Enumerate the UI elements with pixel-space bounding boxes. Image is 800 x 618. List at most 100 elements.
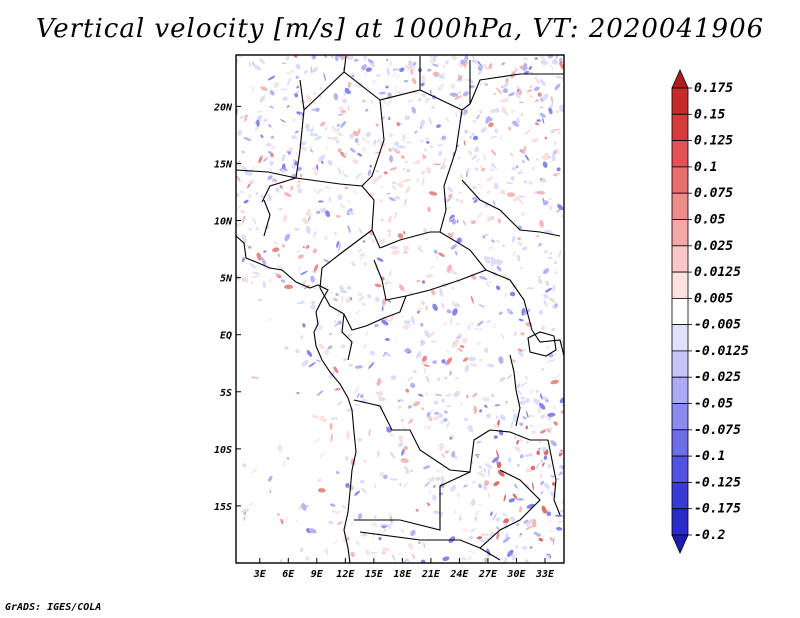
- field-patch: [424, 99, 430, 104]
- field-patch: [410, 469, 413, 472]
- field-patch: [536, 119, 541, 122]
- field-patch: [420, 322, 424, 327]
- field-patch: [493, 200, 496, 206]
- field-patch: [488, 281, 491, 284]
- field-patch: [354, 386, 359, 395]
- field-patch: [341, 295, 343, 302]
- field-patch: [257, 115, 263, 120]
- field-patch: [441, 398, 446, 403]
- field-patch: [494, 404, 501, 407]
- field-patch: [552, 304, 556, 308]
- field-patch: [544, 152, 549, 158]
- field-patch: [316, 479, 323, 482]
- field-patch: [372, 239, 376, 243]
- field-patch: [549, 204, 552, 211]
- border-8: [373, 259, 533, 331]
- field-patch: [520, 381, 528, 388]
- field-patch: [512, 251, 516, 257]
- field-patch: [255, 192, 259, 195]
- field-patch: [439, 165, 447, 170]
- field-patch: [424, 481, 430, 487]
- field-patch: [469, 136, 472, 139]
- field-patch: [538, 243, 542, 247]
- field-patch: [439, 72, 446, 77]
- field-patch: [552, 405, 556, 410]
- field-patch: [518, 400, 526, 406]
- field-patch: [541, 368, 545, 371]
- field-patch: [543, 61, 549, 66]
- field-patch: [293, 55, 298, 58]
- colorbar-label: -0.1: [694, 449, 725, 464]
- field-patch: [435, 476, 441, 482]
- field-patch: [502, 244, 506, 248]
- field-patch: [541, 446, 547, 452]
- y-tick-label: 10N: [214, 217, 233, 228]
- field-patch: [444, 450, 450, 454]
- field-patch: [425, 305, 428, 311]
- field-patch: [238, 160, 241, 163]
- field-patch: [400, 528, 405, 533]
- field-patch: [547, 412, 556, 417]
- field-patch: [381, 98, 387, 105]
- field-patch: [475, 158, 480, 163]
- field-patch: [476, 114, 480, 120]
- field-patch: [488, 122, 494, 128]
- field-patch: [489, 482, 497, 488]
- field-patch: [270, 153, 274, 158]
- field-patch: [488, 63, 493, 70]
- colorbar-box: [671, 113, 689, 142]
- field-patch: [337, 401, 343, 406]
- field-patch: [479, 359, 483, 361]
- field-patch: [540, 429, 546, 434]
- field-patch: [387, 523, 392, 529]
- field-patch: [528, 180, 533, 185]
- field-patch: [362, 302, 366, 306]
- field-patch: [556, 478, 560, 480]
- field-patch: [546, 428, 551, 433]
- field-patch: [454, 510, 457, 514]
- field-patch: [387, 299, 391, 303]
- field-patch: [329, 503, 336, 507]
- field-patch: [285, 95, 289, 101]
- border-9: [319, 287, 407, 331]
- field-patch: [292, 118, 296, 122]
- field-patch: [543, 455, 548, 460]
- field-patch: [514, 331, 517, 336]
- field-patch: [311, 167, 318, 171]
- field-patch: [425, 393, 428, 396]
- field-patch: [334, 320, 337, 323]
- field-patch: [241, 234, 247, 242]
- field-patch: [401, 448, 405, 456]
- field-patch: [431, 290, 436, 296]
- field-patch: [310, 66, 313, 74]
- field-patch: [459, 173, 463, 179]
- field-patch: [521, 349, 526, 352]
- field-patch: [441, 453, 445, 459]
- field-patch: [427, 206, 432, 213]
- field-patch: [256, 110, 262, 113]
- field-patch: [370, 551, 378, 554]
- field-patch: [331, 417, 335, 421]
- field-patch: [425, 274, 434, 278]
- field-patch: [379, 530, 387, 534]
- field-patch: [479, 165, 482, 169]
- field-patch: [542, 413, 548, 418]
- colorbar-label: -0.075: [694, 423, 741, 438]
- field-patch: [529, 546, 533, 549]
- field-patch: [514, 435, 517, 440]
- field-patch: [310, 275, 315, 283]
- field-patch: [279, 184, 283, 189]
- field-patch: [427, 478, 432, 481]
- field-patch: [312, 66, 318, 73]
- field-patch: [549, 252, 552, 255]
- field-patch: [481, 470, 483, 473]
- field-patch: [442, 321, 448, 326]
- field-patch: [263, 250, 267, 253]
- field-patch: [318, 200, 324, 203]
- field-patch: [537, 278, 543, 284]
- field-patch: [291, 164, 296, 169]
- field-patch: [495, 87, 503, 95]
- field-patch: [483, 558, 488, 563]
- field-patch: [301, 360, 309, 367]
- field-patch: [516, 117, 520, 125]
